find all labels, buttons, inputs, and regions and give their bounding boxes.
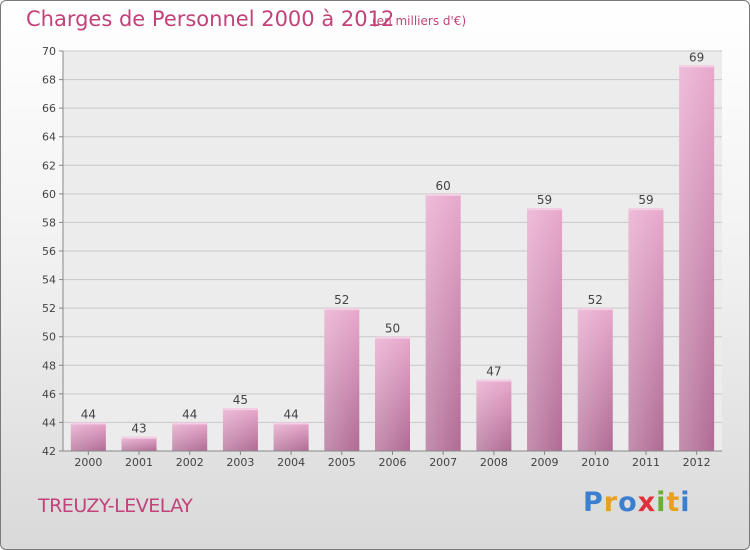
bar-2012: 69 — [679, 50, 715, 452]
bar-value-label: 59 — [638, 193, 653, 207]
bar-2009: 59 — [527, 193, 563, 451]
logo-letter: i — [680, 487, 691, 518]
bar-highlight — [628, 208, 664, 451]
logo-letter: x — [637, 487, 657, 518]
bar-2004: 44 — [273, 407, 309, 451]
bar-2008: 47 — [476, 365, 512, 451]
y-tick-label: 44 — [42, 416, 56, 429]
bar-highlight — [70, 422, 106, 451]
bar-highlight — [324, 308, 360, 451]
logo-letter: i — [656, 487, 667, 518]
y-tick-label: 54 — [42, 274, 56, 287]
bar-top-edge — [527, 208, 563, 211]
y-tick-label: 64 — [42, 131, 56, 144]
bar-2002: 44 — [172, 407, 208, 451]
y-tick-label: 46 — [42, 388, 56, 401]
bar-value-label: 52 — [334, 293, 349, 307]
y-tick-label: 52 — [42, 302, 56, 315]
bar-2006: 50 — [375, 322, 410, 451]
bar-highlight — [476, 379, 512, 451]
x-tick-label: 2004 — [277, 456, 305, 469]
bar-highlight — [375, 336, 410, 451]
bar-highlight — [121, 436, 157, 451]
bar-2000: 44 — [70, 407, 106, 451]
bar-value-label: 43 — [131, 422, 146, 436]
bar-top-edge — [577, 308, 613, 311]
bar-value-label: 47 — [486, 365, 501, 379]
bar-2001: 43 — [121, 422, 157, 451]
bar-top-edge — [425, 193, 461, 196]
bar-value-label: 59 — [537, 193, 552, 207]
bar-2011: 59 — [628, 193, 664, 451]
bar-top-edge — [476, 379, 512, 382]
bar-highlight — [425, 193, 461, 451]
bar-value-label: 52 — [588, 293, 603, 307]
x-tick-label: 2008 — [480, 456, 508, 469]
x-tick-label: 2001 — [125, 456, 153, 469]
bar-value-label: 44 — [81, 407, 96, 421]
x-tick-label: 2003 — [226, 456, 254, 469]
bar-highlight — [172, 422, 208, 451]
logo-letter: t — [666, 487, 681, 518]
bar-value-label: 69 — [689, 50, 704, 64]
y-tick-label: 60 — [42, 188, 56, 201]
x-tick-label: 2002 — [176, 456, 204, 469]
bar-value-label: 45 — [233, 393, 248, 407]
chart-title: Charges de Personnel 2000 à 2012 — [26, 7, 395, 31]
x-tick-label: 2005 — [328, 456, 356, 469]
bar-top-edge — [222, 408, 258, 411]
bar-top-edge — [172, 422, 208, 425]
x-tick-label: 2006 — [379, 456, 407, 469]
y-tick-label: 42 — [42, 445, 56, 458]
y-tick-label: 58 — [42, 216, 56, 229]
x-tick-label: 2011 — [632, 456, 660, 469]
bar-value-label: 44 — [182, 407, 197, 421]
y-tick-label: 56 — [42, 245, 56, 258]
bar-2003: 45 — [222, 393, 258, 451]
y-tick-label: 66 — [42, 102, 56, 115]
y-tick-label: 70 — [42, 45, 56, 58]
x-tick-label: 2007 — [429, 456, 457, 469]
logo-letter: o — [618, 487, 638, 518]
bar-top-edge — [628, 208, 664, 211]
x-tick-label: 2000 — [74, 456, 102, 469]
bar-2010: 52 — [577, 293, 613, 451]
bar-highlight — [222, 408, 258, 451]
y-tick-label: 62 — [42, 159, 56, 172]
bar-top-edge — [273, 422, 309, 425]
bar-top-edge — [679, 65, 715, 68]
bar-value-label: 44 — [283, 407, 298, 421]
bar-highlight — [273, 422, 309, 451]
bar-2007: 60 — [425, 179, 461, 451]
y-tick-label: 50 — [42, 331, 56, 344]
commune-name: TREUZY-LEVELAY — [38, 495, 193, 517]
bar-top-edge — [375, 336, 410, 339]
proxiti-logo: Proxiti — [583, 487, 691, 518]
bar-highlight — [679, 65, 715, 452]
bar-highlight — [577, 308, 613, 451]
bar-highlight — [527, 208, 563, 451]
logo-letter: P — [583, 487, 604, 518]
y-tick-label: 48 — [42, 359, 56, 372]
x-tick-label: 2012 — [683, 456, 711, 469]
bar-value-label: 50 — [385, 322, 400, 336]
chart-subtitle: (en milliers d'€) — [372, 14, 467, 28]
bar-top-edge — [121, 436, 157, 439]
bar-top-edge — [324, 308, 360, 311]
y-tick-label: 68 — [42, 74, 56, 87]
x-tick-label: 2009 — [531, 456, 559, 469]
bar-top-edge — [70, 422, 106, 425]
logo-letter: r — [603, 487, 619, 518]
bar-2005: 52 — [324, 293, 360, 451]
x-tick-label: 2010 — [581, 456, 609, 469]
bar-value-label: 60 — [436, 179, 451, 193]
